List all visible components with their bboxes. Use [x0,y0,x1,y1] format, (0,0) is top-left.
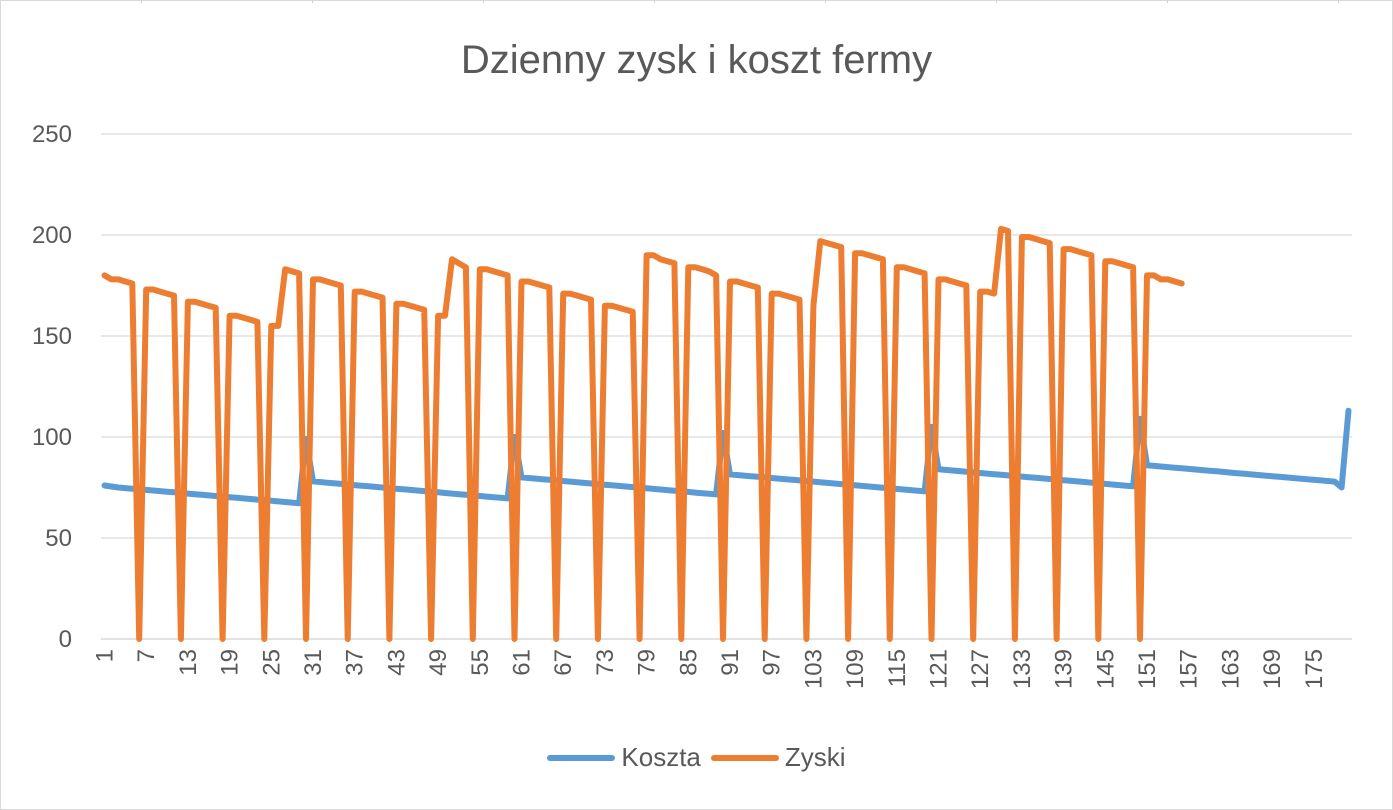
top-edge-ticks [0,0,1393,3]
frame-tick [141,0,142,3]
y-tick-label: 0 [59,626,72,653]
x-tick-label: 55 [467,649,494,676]
frame-tick [483,0,484,3]
legend-swatch-koszta [547,754,616,761]
y-tick-label: 100 [32,424,72,451]
y-tick-label: 200 [32,222,72,249]
x-tick-label: 121 [925,649,952,689]
legend-label-zyski: Zyski [784,742,846,772]
x-tick-label: 97 [759,649,786,676]
frame-tick [1167,0,1168,3]
x-tick-label: 151 [1134,649,1161,689]
y-tick-label: 50 [45,525,72,552]
x-tick-label: 1 [91,649,118,662]
legend-label-koszta: Koszta [621,742,701,772]
series-lines [101,225,1352,642]
legend-item-zyski: Zyski [710,742,846,773]
x-tick-label: 25 [258,649,285,676]
x-tick-label: 91 [717,649,744,676]
x-tick-label: 163 [1217,649,1244,689]
frame-tick [996,0,997,3]
series-line-zyski [101,225,1185,642]
chart-title: Dzienny zysk i koszt fermy [460,38,933,82]
x-tick-label: 31 [300,649,327,676]
legend-swatch-zyski [710,754,779,761]
x-tick-label: 127 [967,649,994,689]
x-axis-tick-labels: 1 7 13 19 25 31 37 43 49 55 61 67 73 79 85 91 97 103 109 11… [91,649,1327,689]
x-tick-label: 73 [592,649,619,676]
frame-tick [312,0,313,3]
x-tick-label: 79 [634,649,661,676]
x-tick-label: 19 [217,649,244,676]
frame-tick [1338,0,1339,3]
y-tick-label: 150 [32,323,72,350]
legend: Koszta Zyski [0,742,1393,773]
x-tick-label: 169 [1259,649,1286,689]
legend-item-koszta: Koszta [547,742,701,773]
x-tick-label: 109 [842,649,869,689]
x-tick-label: 139 [1051,649,1078,689]
x-tick-label: 133 [1009,649,1036,689]
x-tick-label: 157 [1176,649,1203,689]
frame-tick [654,0,655,3]
x-tick-label: 85 [675,649,702,676]
x-tick-label: 13 [175,649,202,676]
x-tick-label: 145 [1092,649,1119,689]
x-tick-label: 37 [342,649,369,676]
x-tick-label: 67 [550,649,577,676]
x-tick-label: 49 [425,649,452,676]
x-tick-label: 103 [800,649,827,689]
y-axis-tick-labels: 0 50 100 150 200 250 [32,121,72,653]
x-tick-label: 43 [383,649,410,676]
x-tick-label: 61 [508,649,535,676]
x-tick-label: 7 [133,649,160,662]
x-tick-label: 115 [884,649,911,687]
frame-tick [825,0,826,3]
x-tick-label: 175 [1301,649,1328,689]
y-tick-label: 250 [32,121,72,148]
